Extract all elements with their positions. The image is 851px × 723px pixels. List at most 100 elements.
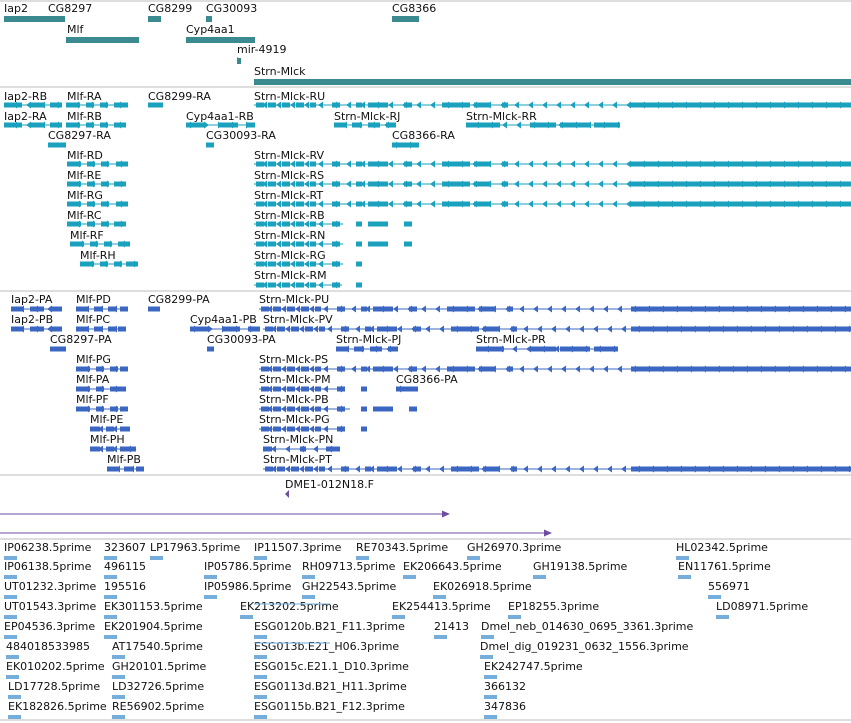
est-lp17963-5prime[interactable]: LP17963.5prime xyxy=(150,541,241,560)
exon-block[interactable] xyxy=(124,466,132,472)
exon-block[interactable] xyxy=(368,241,388,247)
est-block[interactable] xyxy=(112,715,125,719)
transcript-strn-mlck-rn[interactable]: Strn-Mlck-RN xyxy=(254,229,412,248)
exon-block[interactable] xyxy=(265,326,273,332)
exon-block[interactable] xyxy=(273,386,281,392)
feature-label[interactable]: 347836 xyxy=(484,700,526,713)
exon-block[interactable] xyxy=(296,282,304,288)
feature-label[interactable]: EK213202.5prime xyxy=(240,600,339,613)
exon-block[interactable] xyxy=(356,261,362,267)
feature-label[interactable]: Mlf-RH xyxy=(80,249,116,262)
protein-strn-mlck-ps[interactable]: Strn-Mlck-PS xyxy=(259,353,851,373)
est-block[interactable] xyxy=(8,695,21,699)
protein-strn-mlck-pu[interactable]: Strn-Mlck-PU xyxy=(259,293,851,313)
exon-block[interactable] xyxy=(315,426,321,432)
est-block[interactable] xyxy=(104,635,117,639)
exon-block[interactable] xyxy=(106,426,114,432)
exon-block[interactable] xyxy=(310,282,316,288)
exon-block[interactable] xyxy=(287,386,295,392)
est-block[interactable] xyxy=(6,675,19,679)
feature-label[interactable]: CG30093 xyxy=(206,2,257,15)
gene-strn-mlck[interactable]: Strn-Mlck xyxy=(254,65,851,85)
feature-label[interactable]: EK026918.5prime xyxy=(433,580,532,593)
exon-block[interactable] xyxy=(118,326,126,332)
exon-block[interactable] xyxy=(206,142,214,148)
transcript-mlf-ra[interactable]: Mlf-RA xyxy=(66,90,128,109)
feature-label[interactable]: Mlf-PE xyxy=(90,413,123,426)
exon-block[interactable] xyxy=(118,386,126,392)
feature-label[interactable]: EK182826.5prime xyxy=(8,700,107,713)
est-ip05986-5prime[interactable]: IP05986.5prime xyxy=(204,580,292,599)
protein-iap2-pa[interactable]: Iap2-PA xyxy=(11,293,62,313)
protein-iap2-pb[interactable]: Iap2-PB xyxy=(11,313,62,333)
exon-block[interactable] xyxy=(305,466,313,472)
exon-block[interactable] xyxy=(282,261,290,267)
feature-label[interactable]: LD32726.5prime xyxy=(112,680,204,693)
feature-label[interactable]: IP05986.5prime xyxy=(204,580,292,593)
feature-label[interactable]: Strn-Mlck-RV xyxy=(254,149,325,162)
feature-label[interactable]: GH22543.5prime xyxy=(302,580,397,593)
transcript-cg8366-ra[interactable]: CG8366-RA xyxy=(392,129,455,149)
feature-label[interactable]: 21413 xyxy=(434,620,469,633)
est-esg0120b-b21-f11-3prime[interactable]: ESG0120b.B21_F11.3prime xyxy=(254,620,405,639)
exon-block[interactable] xyxy=(67,221,81,227)
protein-mlf-pf[interactable]: Mlf-PF xyxy=(76,393,128,413)
exon-block[interactable] xyxy=(220,122,238,128)
feature-label[interactable]: Strn-Mlck xyxy=(254,65,306,78)
feature-label[interactable]: Mlf-PC xyxy=(76,313,110,326)
feature-label[interactable]: 323607 xyxy=(104,541,146,554)
exon-block[interactable] xyxy=(76,406,90,412)
exon-block[interactable] xyxy=(296,261,304,267)
est-block[interactable] xyxy=(6,655,19,659)
est-gh22543-5prime[interactable]: GH22543.5prime xyxy=(302,580,397,599)
exon-block[interactable] xyxy=(282,161,290,167)
exon-block[interactable] xyxy=(530,122,556,128)
feature-label[interactable]: GH20101.5prime xyxy=(112,660,207,673)
exon-block[interactable] xyxy=(404,102,412,108)
transcript-cg30093-ra[interactable]: CG30093-RA xyxy=(206,129,276,148)
feature-label[interactable]: Dmel_neb_014630_0695_3361.3prime xyxy=(481,620,693,633)
feature-label[interactable]: EK201904.5prime xyxy=(104,620,203,633)
feature-label[interactable]: 484018533985 xyxy=(6,640,90,653)
feature-label[interactable]: Iap2 xyxy=(4,2,28,15)
feature-label[interactable]: UT01543.3prime xyxy=(4,600,97,613)
exon-block[interactable] xyxy=(356,102,362,108)
est-ld08971-5prime[interactable]: LD08971.5prime xyxy=(716,600,808,619)
est-block[interactable] xyxy=(678,575,691,579)
est-block[interactable] xyxy=(708,595,721,599)
feature-label[interactable]: EP04536.3prime xyxy=(4,620,95,633)
transcript-strn-mlck-rg[interactable]: Strn-Mlck-RG xyxy=(254,249,362,268)
est-block[interactable] xyxy=(302,595,315,599)
exon-block[interactable] xyxy=(287,406,295,412)
est-block[interactable] xyxy=(302,575,315,579)
exon-block[interactable] xyxy=(409,366,417,372)
est-block[interactable] xyxy=(533,575,546,579)
transcript-strn-mlck-rs[interactable]: Strn-Mlck-RS xyxy=(254,169,851,188)
feature-label[interactable]: HL02342.5prime xyxy=(676,541,768,554)
exon-block[interactable] xyxy=(107,466,118,472)
exon-block[interactable] xyxy=(356,201,362,207)
feature-label[interactable]: Cyp4aa1 xyxy=(186,23,235,36)
exon-block[interactable] xyxy=(409,306,417,312)
exon-block[interactable] xyxy=(76,326,88,332)
est-esg015c-e21-1-d10-3prime[interactable]: ESG015c.E21.1_D10.3prime xyxy=(254,660,409,679)
exon-block[interactable] xyxy=(476,346,504,352)
exon-block[interactable] xyxy=(479,366,495,372)
feature-label[interactable]: 556971 xyxy=(708,580,750,593)
feature-label[interactable]: Iap2-RB xyxy=(4,90,47,103)
exon-block[interactable] xyxy=(361,306,367,312)
protein-mlf-pe[interactable]: Mlf-PE xyxy=(90,413,130,433)
est-gh19138-5prime[interactable]: GH19138.5prime xyxy=(533,560,628,579)
feature-label[interactable]: CG8366 xyxy=(392,2,436,15)
cdna-dme1-012n18-f[interactable]: DME1-012N18.F xyxy=(285,478,374,498)
exon-block[interactable] xyxy=(4,16,65,22)
est-ek201904-5prime[interactable]: EK201904.5prime xyxy=(104,620,203,639)
transcript-iap2-ra[interactable]: Iap2-RA xyxy=(4,110,62,129)
gene-cg8299[interactable]: CG8299 xyxy=(148,2,192,22)
feature-label[interactable]: Mlf-RB xyxy=(67,110,102,123)
est-ep18255-3prime[interactable]: EP18255.3prime xyxy=(508,600,599,619)
est-rh09713-5prime[interactable]: RH09713.5prime xyxy=(302,560,396,579)
exon-block[interactable] xyxy=(282,181,290,187)
exon-block[interactable] xyxy=(261,406,269,412)
exon-block[interactable] xyxy=(207,346,214,352)
